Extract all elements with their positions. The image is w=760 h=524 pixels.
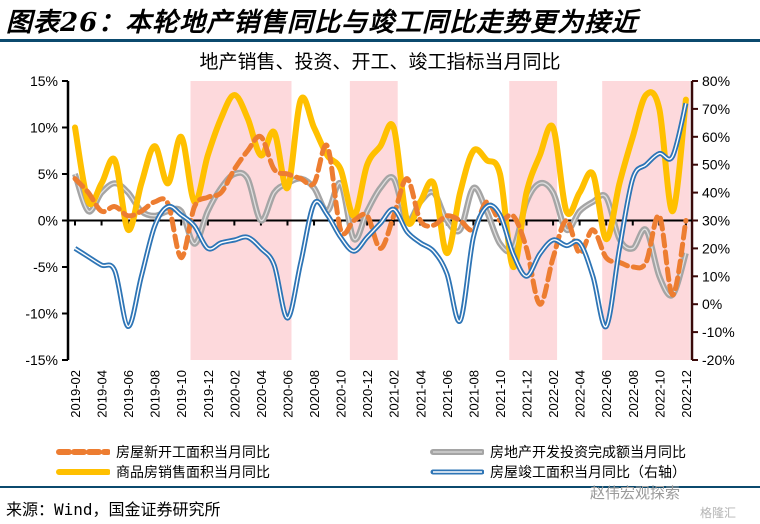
x-axis-tick-label: 2021-06 — [440, 370, 455, 418]
legend-swatch-gray — [430, 449, 484, 455]
right-axis-tick-label: 10% — [702, 268, 730, 284]
x-axis-tick-label: 2022-02 — [546, 370, 561, 418]
right-axis-tick-label: -20% — [702, 352, 735, 368]
right-axis-tick-label: 60% — [702, 129, 730, 145]
legend-swatch-yellow — [56, 469, 110, 475]
right-axis-tick-label: 50% — [702, 157, 730, 173]
legend-label: 房屋新开工面积当月同比 — [116, 445, 270, 461]
x-axis-tick-label: 2019-10 — [174, 370, 189, 418]
watermark-secondary: 格隆汇 — [700, 506, 737, 520]
source-note: 来源：Wind，国金证券研究所 — [6, 500, 221, 519]
legend: 房屋新开工面积当月同比 房地产开发投资完成额当月同比 商品房销售面积当月同比 房… — [0, 442, 760, 482]
chart: 地产销售、投资、开工、竣工指标当月同比 15% 10% 5% 0% -5% -10% -15… — [25, 51, 734, 418]
right-axis-tick-label: 40% — [702, 185, 730, 201]
left-axis-tick-label: 0% — [38, 213, 58, 229]
figure-title: 图表26：本轮地产销售同比与竣工同比走势更为接近 — [6, 8, 639, 38]
right-axis-tick-label: 80% — [702, 73, 730, 89]
series-lines — [72, 89, 689, 330]
x-axis-tick-label: 2022-10 — [652, 370, 667, 418]
left-axis-tick-label: 15% — [30, 73, 58, 89]
left-axis-tick-label: -5% — [33, 259, 58, 275]
legend-label: 房地产开发投资完成额当月同比 — [490, 445, 686, 461]
legend-label: 商品房销售面积当月同比 — [116, 465, 270, 481]
source-divider — [0, 486, 760, 488]
x-axis-tick-label: 2021-10 — [493, 370, 508, 418]
x-axis-tick-label: 2019-02 — [68, 370, 83, 418]
watermark: 赵伟宏观探索 — [590, 484, 681, 502]
legend-item-completions: 房屋竣工面积当月同比（右轴） — [430, 462, 686, 482]
x-axis-tick-label: 2022-08 — [626, 370, 641, 418]
x-axis-tick-label: 2020-08 — [307, 370, 322, 418]
legend-swatch-dashed-orange — [56, 449, 110, 455]
left-axis-tick-label: -10% — [25, 306, 58, 322]
x-axis-tick-label: 2022-12 — [679, 370, 694, 418]
x-axis-tick-label: 2020-04 — [254, 370, 269, 418]
left-axis-tick-label: -15% — [25, 352, 58, 368]
legend-label: 房屋竣工面积当月同比（右轴） — [490, 465, 686, 481]
x-axis-tick-label: 2021-12 — [520, 370, 535, 418]
right-axis-tick-label: -10% — [702, 324, 735, 340]
chart-title: 地产销售、投资、开工、竣工指标当月同比 — [199, 51, 560, 73]
x-axis-tick-label: 2022-06 — [599, 370, 614, 418]
x-axis-tick-label: 2019-08 — [148, 370, 163, 418]
left-axis-tick-label: 5% — [38, 166, 58, 182]
right-axis-tick-label: 70% — [702, 101, 730, 117]
left-axis-tick-label: 10% — [30, 120, 58, 136]
axes: 15% 10% 5% 0% -5% -10% -15% 80% 70% 60% 50% 40% 30% 2… — [25, 73, 734, 418]
right-axis-tick-label: 20% — [702, 240, 730, 256]
x-axis-tick-label: 2021-08 — [466, 370, 481, 418]
title-divider — [0, 39, 760, 42]
legend-item-new-starts: 房屋新开工面积当月同比 — [56, 442, 270, 462]
series-new-starts-line — [72, 133, 689, 307]
x-axis-tick-label: 2020-02 — [227, 370, 242, 418]
x-axis-tick-label: 2021-02 — [387, 370, 402, 418]
x-axis-tick-label: 2020-10 — [334, 370, 349, 418]
right-axis-tick-label: 0% — [702, 296, 722, 312]
legend-item-sales: 商品房销售面积当月同比 — [56, 462, 270, 482]
x-axis-tick-label: 2022-04 — [573, 370, 588, 418]
series-sales-line — [72, 89, 689, 271]
x-axis-tick-label: 2021-04 — [413, 370, 428, 418]
x-axis-tick-label: 2019-12 — [201, 370, 216, 418]
series-completions-line-inner — [74, 103, 687, 328]
x-axis-tick-label: 2020-06 — [280, 370, 295, 418]
right-axis-tick-label: 30% — [702, 213, 730, 229]
x-axis-tick-label: 2019-06 — [121, 370, 136, 418]
legend-item-investment: 房地产开发投资完成额当月同比 — [430, 442, 686, 462]
legend-swatch-blue — [430, 469, 484, 475]
x-axis-tick-label: 2019-04 — [95, 370, 110, 418]
x-axis-tick-label: 2020-12 — [360, 370, 375, 418]
